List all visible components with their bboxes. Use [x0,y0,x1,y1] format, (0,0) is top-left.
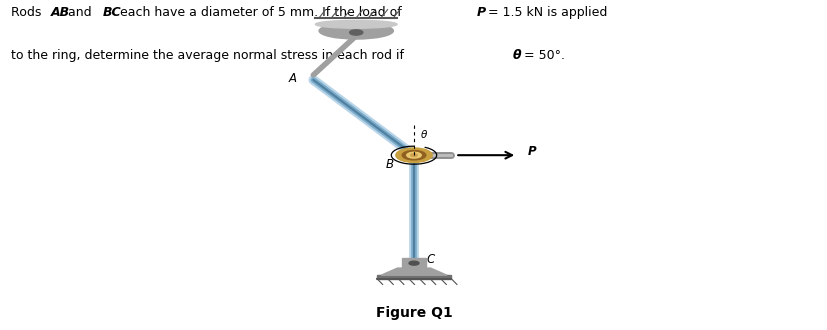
Text: Figure Q1: Figure Q1 [375,307,452,320]
Text: P: P [527,146,536,158]
Circle shape [410,154,417,156]
Text: θ: θ [420,130,427,140]
Circle shape [395,148,432,162]
Polygon shape [380,268,447,275]
Ellipse shape [315,20,397,28]
Text: BC: BC [103,6,122,19]
Circle shape [406,152,421,158]
Circle shape [409,261,418,265]
Bar [376,275,451,279]
Text: AB: AB [50,6,69,19]
Text: = 50°.: = 50°. [519,49,564,62]
Text: P: P [476,6,485,19]
Ellipse shape [318,23,393,39]
Text: B: B [385,158,393,171]
Text: each have a diameter of 5 mm. If the load of: each have a diameter of 5 mm. If the loa… [117,6,405,19]
Text: to the ring, determine the average normal stress in each rod if: to the ring, determine the average norma… [12,49,408,62]
Bar [401,258,426,268]
Text: C: C [426,253,434,266]
Text: A: A [289,72,296,85]
Text: = 1.5 kN is applied: = 1.5 kN is applied [483,6,606,19]
Circle shape [349,30,362,35]
Text: θ: θ [513,49,521,62]
Circle shape [402,150,425,160]
Text: Rods: Rods [12,6,45,19]
Text: and: and [64,6,95,19]
